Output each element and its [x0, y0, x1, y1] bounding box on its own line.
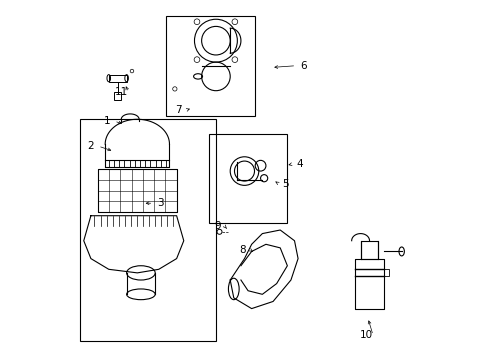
Bar: [383, 269, 388, 276]
Text: 7: 7: [175, 105, 182, 115]
Text: 11: 11: [114, 87, 128, 98]
Text: 3: 3: [157, 198, 163, 208]
Text: 4: 4: [296, 159, 303, 169]
Text: 6: 6: [300, 61, 306, 71]
Bar: [114, 93, 121, 100]
Text: 5: 5: [282, 179, 288, 189]
Text: 9: 9: [214, 221, 221, 231]
Text: 10: 10: [359, 330, 372, 341]
Bar: [354, 258, 383, 309]
Bar: [360, 241, 378, 258]
Bar: [80, 119, 216, 341]
Bar: [98, 169, 176, 212]
Text: 8: 8: [239, 245, 245, 255]
Text: 2: 2: [87, 141, 94, 151]
Bar: [165, 16, 255, 116]
Bar: [108, 75, 126, 82]
Bar: [208, 134, 287, 223]
Text: 1: 1: [103, 116, 110, 126]
